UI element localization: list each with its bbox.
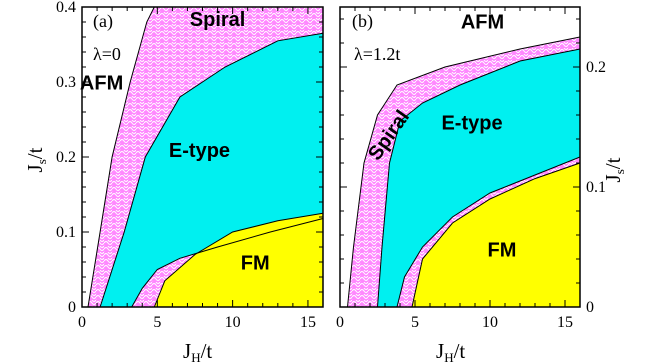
fm-region bbox=[412, 163, 580, 307]
panel-a: 0 5 10 15 0 0.1 0.2 0.3 0.4 AFM Spiral E-type FM (a… bbox=[23, 0, 324, 362]
region-label-afm: AFM bbox=[80, 73, 123, 95]
e-type-region bbox=[377, 49, 580, 307]
panel-a-tag: (a) bbox=[93, 11, 113, 32]
boundary-etype-spiral-lower bbox=[131, 218, 324, 308]
boundary-spiral-etype bbox=[99, 32, 324, 308]
boundary-spiral-fm bbox=[153, 212, 324, 308]
boundary-spiral-etype bbox=[377, 48, 581, 308]
panel-a-parameter: λ=0 bbox=[93, 44, 121, 64]
boundary-afm-spiral bbox=[87, 6, 155, 308]
x-tick-label: 0 bbox=[78, 314, 86, 331]
panel-a-xlabel: JH/t bbox=[183, 339, 212, 362]
region-label-spiral: Spiral bbox=[190, 9, 246, 31]
x-tick-label: 0 bbox=[336, 314, 344, 331]
panel-b-parameter: λ=1.2t bbox=[354, 44, 400, 64]
region-label-afm: AFM bbox=[461, 12, 504, 34]
fm-region bbox=[154, 213, 323, 307]
boundary-etype-spiral-lower bbox=[396, 156, 581, 308]
panel-a-tick-labels: 0 5 10 15 0 0.1 0.2 0.3 0.4 bbox=[56, 0, 316, 331]
boundary-afm-spiral bbox=[347, 36, 581, 308]
panel-b-ylabel: Js/t bbox=[601, 157, 627, 182]
y-tick-label: 0 bbox=[586, 299, 594, 316]
y-tick-label: 0 bbox=[68, 299, 76, 316]
y-tick-label: 0.3 bbox=[56, 74, 76, 91]
region-label-e-type: E-type bbox=[441, 112, 502, 134]
panel-a-ticks bbox=[81, 6, 324, 308]
panel-a-regions bbox=[82, 7, 323, 308]
x-tick-label: 10 bbox=[482, 314, 498, 331]
y-tick-label: 0.2 bbox=[56, 149, 76, 166]
panel-b-tag: (b) bbox=[352, 11, 373, 32]
y-tick-label: 0.1 bbox=[56, 224, 76, 241]
x-tick-label: 5 bbox=[153, 314, 161, 331]
y-tick-label: 0.2 bbox=[586, 59, 606, 76]
region-label-e-type: E-type bbox=[169, 140, 230, 162]
x-tick-label: 15 bbox=[300, 314, 316, 331]
region-label-fm: FM bbox=[241, 253, 270, 275]
panel-b-ticks bbox=[339, 7, 581, 308]
panel-b-boundaries bbox=[347, 36, 581, 308]
e-type-region bbox=[100, 33, 323, 308]
y-tick-label: 0.4 bbox=[56, 0, 76, 16]
x-tick-label: 15 bbox=[557, 314, 573, 331]
region-label-fm: FM bbox=[488, 240, 517, 262]
y-tick-label: 0.1 bbox=[586, 179, 606, 196]
panel-a-ylabel: Js/t bbox=[23, 147, 49, 172]
boundary-spiral-fm bbox=[411, 162, 581, 308]
panel-a-region-labels: AFM Spiral E-type FM bbox=[80, 9, 270, 275]
panel-a-boundaries bbox=[87, 6, 324, 308]
panel-b-tick-labels: 0 5 10 15 0 0.1 0.2 bbox=[336, 59, 606, 331]
x-tick-label: 5 bbox=[411, 314, 419, 331]
x-tick-label: 10 bbox=[225, 314, 241, 331]
panel-b-xlabel: JH/t bbox=[436, 339, 465, 362]
